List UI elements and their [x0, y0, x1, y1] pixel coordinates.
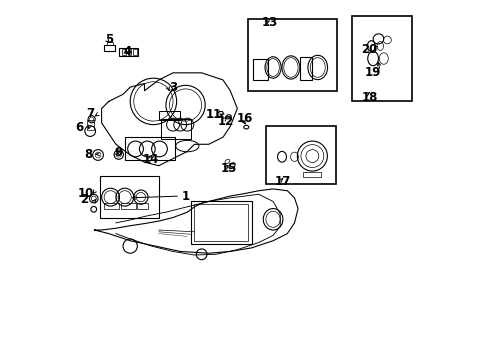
Bar: [247, 19, 337, 91]
Text: 16: 16: [236, 112, 252, 125]
Bar: [121, 203, 135, 209]
Bar: [265, 126, 335, 184]
Text: 8: 8: [84, 148, 92, 161]
Text: 4: 4: [123, 45, 131, 58]
Bar: [351, 16, 411, 102]
Bar: [159, 111, 180, 120]
Bar: [87, 120, 94, 130]
Bar: [137, 203, 148, 209]
Text: 19: 19: [364, 66, 380, 78]
Text: 5: 5: [105, 33, 113, 46]
Text: 7: 7: [86, 107, 94, 120]
Bar: [127, 49, 131, 55]
Bar: [133, 49, 136, 55]
Bar: [160, 119, 190, 139]
Bar: [190, 202, 251, 244]
Bar: [124, 137, 175, 160]
Bar: [299, 57, 312, 80]
Text: 20: 20: [360, 43, 376, 56]
Text: 9: 9: [114, 147, 122, 159]
Bar: [100, 176, 159, 217]
Bar: [106, 42, 113, 45]
Bar: [104, 45, 115, 51]
Bar: [119, 48, 138, 56]
Bar: [122, 49, 125, 55]
Bar: [303, 172, 321, 177]
Bar: [104, 203, 119, 209]
Text: 11: 11: [205, 108, 222, 121]
Text: 15: 15: [220, 162, 236, 175]
Text: 17: 17: [274, 175, 291, 188]
Text: 13: 13: [261, 15, 277, 28]
Text: 12: 12: [217, 115, 234, 128]
Text: 18: 18: [361, 91, 377, 104]
Bar: [194, 204, 247, 242]
Text: 10: 10: [77, 187, 94, 200]
Text: 6: 6: [75, 121, 83, 134]
Bar: [253, 59, 267, 80]
Text: 3: 3: [169, 81, 177, 94]
Text: 1: 1: [181, 190, 189, 203]
Text: 14: 14: [142, 153, 159, 166]
Text: 2: 2: [80, 193, 88, 206]
